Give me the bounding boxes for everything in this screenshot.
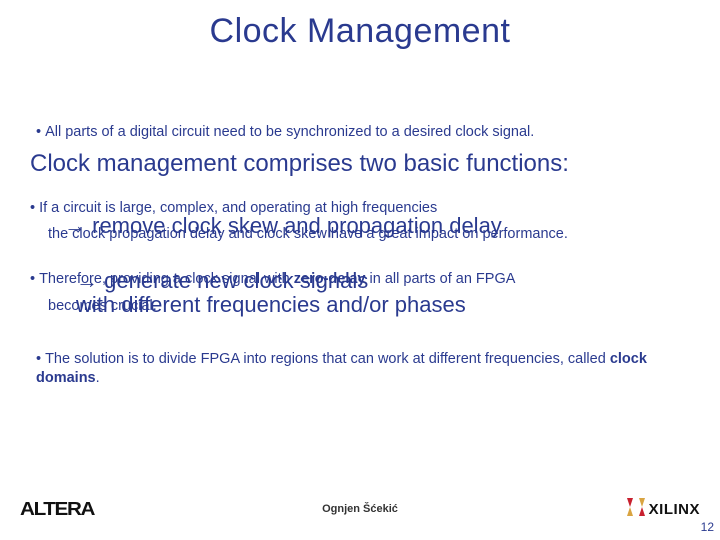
bullet-1-text: •All parts of a digital circuit need to … [36, 123, 684, 142]
slide: Clock Management •All parts of a digital… [0, 0, 720, 540]
bullet-1-content: All parts of a digital circuit need to b… [45, 124, 534, 140]
bullet-3-line1: •Therefore, providing a clock signal wit… [30, 270, 690, 289]
bullet-1: •All parts of a digital circuit need to … [36, 123, 684, 142]
bullet-3-line1-text: Therefore, providing a clock signal with [39, 271, 290, 287]
bullet-4: •The solution is to divide FPGA into reg… [36, 350, 684, 388]
bullet-3-line1-end: in all parts of an FPGA [366, 271, 516, 287]
bullet-3-bold: zero-delay [294, 271, 366, 287]
page-number: 12 [701, 520, 714, 534]
xilinx-icon [627, 498, 645, 521]
xilinx-logo: XILINX [627, 498, 700, 521]
bullet-4-start: The solution is to divide FPGA into regi… [45, 351, 610, 367]
bullet-2-line1-text: If a circuit is large, complex, and oper… [39, 200, 437, 216]
bullet-2-line1: •If a circuit is large, complex, and ope… [30, 199, 690, 218]
bullet-2-block: •If a circuit is large, complex, and ope… [30, 199, 690, 245]
bullet-4-text: •The solution is to divide FPGA into reg… [36, 350, 684, 388]
slide-title: Clock Management [30, 12, 690, 51]
xilinx-text: XILINX [649, 501, 700, 518]
sub-heading: Clock management comprises two basic fun… [30, 150, 690, 179]
bullet-4-end: . [96, 370, 100, 386]
altera-logo: ALTERA [20, 499, 94, 520]
bullet-3-block: •Therefore, providing a clock signal wit… [30, 270, 690, 316]
footer: ALTERA Ognjen Šćekić XILINX [0, 494, 720, 524]
author-name: Ognjen Šćekić [322, 503, 398, 515]
bullet-2-line2: the clock propagation delay and clock sk… [48, 225, 690, 244]
bullet-3-line2: becomes crucial. [48, 297, 690, 316]
